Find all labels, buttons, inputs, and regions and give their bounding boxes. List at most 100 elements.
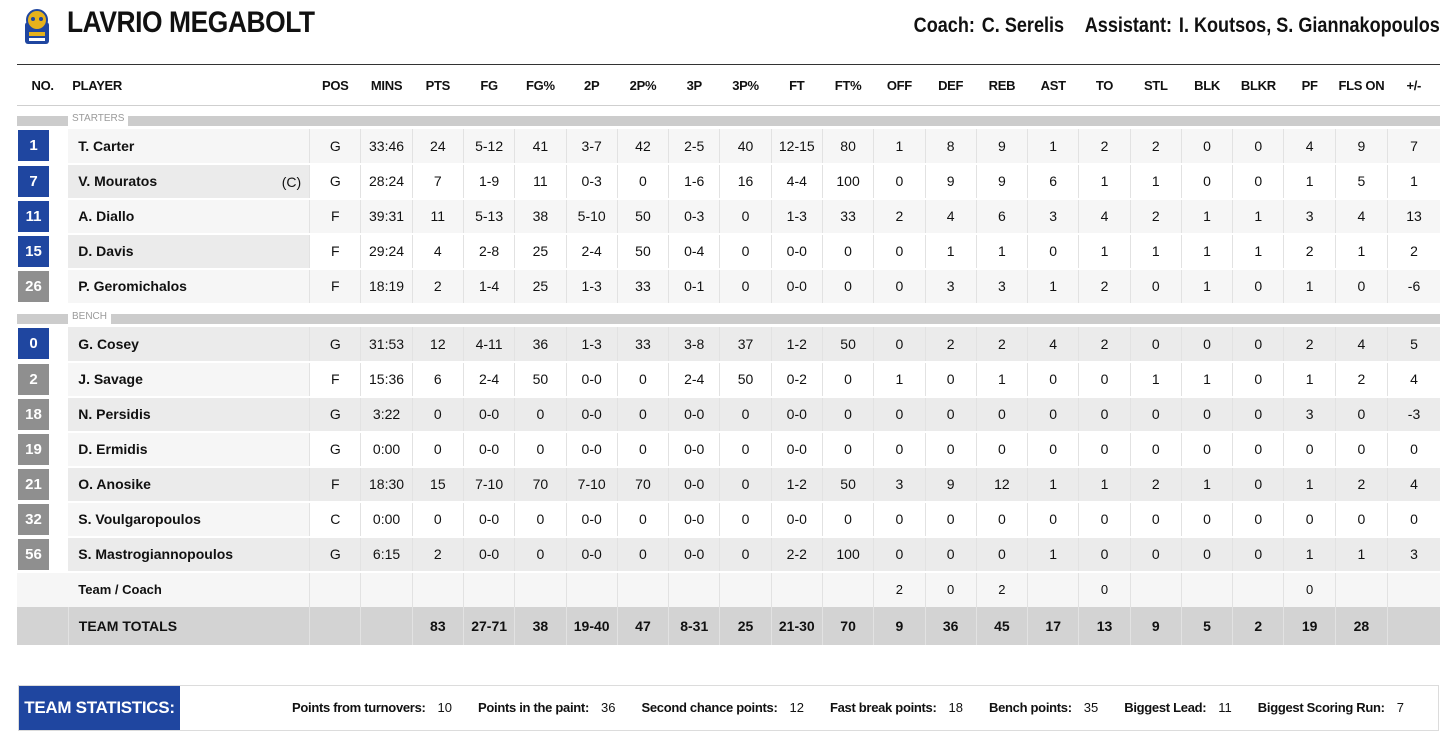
stat-cell: 6 <box>411 361 464 398</box>
stat-cell: 33 <box>821 198 874 235</box>
player-name[interactable]: N. Persidis <box>78 406 151 422</box>
stat-cell: 1 <box>1078 163 1131 200</box>
stat-cell: 0 <box>514 396 567 433</box>
player-name[interactable]: S. Voulgaropoulos <box>78 511 201 527</box>
team-stat-value: 7 <box>1396 700 1404 715</box>
stat-cell: 0-0 <box>462 396 515 433</box>
stat-cell: 2 <box>1078 326 1131 363</box>
player-row[interactable]: 7 V. Mouratos (C) G 28:24 7 1-9 11 0-3 0 1-6 16 4-4 1… <box>17 163 1440 200</box>
stat-cell: 9 <box>1334 128 1388 165</box>
player-name-cell[interactable]: D. Davis <box>68 233 310 270</box>
player-name-cell[interactable]: N. Persidis <box>68 396 310 433</box>
stat-cell: 0 <box>1078 396 1131 433</box>
player-name[interactable]: T. Carter <box>78 137 135 154</box>
jersey-number: 7 <box>17 163 69 200</box>
stat-cell <box>1387 571 1440 607</box>
stat-cell: 38 <box>514 198 567 235</box>
coach-name: C. Serelis <box>981 14 1065 37</box>
stat-cell: 0 <box>924 501 977 538</box>
player-name[interactable]: D. Davis <box>78 243 134 259</box>
player-name-cell[interactable]: O. Anosike <box>68 466 310 503</box>
stat-cell: 0 <box>873 501 925 538</box>
player-name-cell[interactable]: V. Mouratos (C) <box>68 163 310 200</box>
player-name[interactable]: A. Diallo <box>78 208 135 224</box>
player-row[interactable]: 1 T. Carter G 33:46 24 5-12 41 3-7 42 2-5 40 12-15 8… <box>17 128 1440 165</box>
player-name-cell[interactable]: D. Ermidis <box>68 431 310 468</box>
stat-cell: 1 <box>1129 163 1182 200</box>
stat-cell: 2 <box>411 268 464 305</box>
empty-cell <box>17 606 69 645</box>
player-row[interactable]: 32 S. Voulgaropoulos C 0:00 0 0-0 0 0-0 0 0-0 0 0-0… <box>17 501 1440 538</box>
stat-cell: 0 <box>1027 233 1079 270</box>
total-cell: 45 <box>975 606 1028 645</box>
stat-cell: 4 <box>1283 128 1336 165</box>
stat-cell: 0-0 <box>668 431 720 468</box>
jersey-number: 1 <box>17 128 69 165</box>
stat-cell: 80 <box>821 128 874 165</box>
stat-cell <box>821 571 874 607</box>
player-name[interactable]: V. Mouratos <box>78 173 158 189</box>
player-row[interactable]: 18 N. Persidis G 3:22 0 0-0 0 0-0 0 0-0 0 0-0 0 0 0 0 0 0… <box>17 396 1440 433</box>
stat-cell: 0-3 <box>565 163 618 200</box>
stat-cell: 1 <box>1232 198 1284 235</box>
player-name[interactable]: P. Geromichalos <box>78 278 187 294</box>
stat-cell: 0 <box>1129 326 1182 363</box>
stat-cell: 2 <box>1283 326 1336 363</box>
stat-cell: 4 <box>1078 198 1131 235</box>
player-row[interactable]: 21 O. Anosike F 18:30 15 7-10 70 7-10 70 0-0 0 1-2 5… <box>17 466 1440 503</box>
stat-cell: 3:22 <box>360 396 413 433</box>
player-name-cell[interactable]: A. Diallo <box>68 198 310 235</box>
player-row[interactable]: 11 A. Diallo F 39:31 11 5-13 38 5-10 50 0-3 0 1-3 33… <box>17 198 1440 235</box>
player-name-cell[interactable]: T. Carter <box>68 128 310 165</box>
stat-cell: 1 <box>975 361 1028 398</box>
stat-cell: 0 <box>1283 571 1336 607</box>
stat-cell: 1 <box>1334 233 1388 270</box>
stat-cell: 0 <box>1232 501 1284 538</box>
stat-cell: 3 <box>873 466 925 503</box>
stat-cell: 9 <box>975 128 1028 165</box>
player-row[interactable]: 15 D. Davis F 29:24 4 2-8 25 2-4 50 0-4 0 0-0 0 0 1 1 0 1… <box>17 233 1440 270</box>
team-stat-item: Points in the paint: 36 <box>478 686 615 730</box>
column-header: POS <box>309 64 361 106</box>
stat-cell: 39:31 <box>360 198 413 235</box>
column-header: DEF <box>925 64 977 106</box>
total-cell <box>309 606 361 645</box>
team-stat-label: Points in the paint: <box>478 700 589 715</box>
player-name[interactable]: G. Cosey <box>78 335 139 352</box>
column-header: AST <box>1027 64 1079 106</box>
stat-cell: G <box>309 431 361 468</box>
player-name[interactable]: O. Anosike <box>78 476 151 492</box>
stat-cell: 4-11 <box>462 326 515 363</box>
player-row[interactable]: 19 D. Ermidis G 0:00 0 0-0 0 0-0 0 0-0 0 0-0 0 0 0 0 0 0 0… <box>17 431 1440 468</box>
player-row[interactable]: 2 J. Savage F 15:36 6 2-4 50 0-0 0 2-4 50 0-2 0 1 0 1 0 0… <box>17 361 1440 398</box>
player-name[interactable]: D. Ermidis <box>78 441 148 457</box>
player-row[interactable]: 26 P. Geromichalos F 18:19 2 1-4 25 1-3 33 0-1 0 0-… <box>17 268 1440 305</box>
team-stat-item: Points from turnovers: 10 <box>292 686 452 730</box>
stat-cell: 31:53 <box>360 326 413 363</box>
team-stat-value: 35 <box>1083 700 1099 715</box>
player-name[interactable]: S. Mastrogiannopoulos <box>78 546 234 562</box>
stat-cell: 0-0 <box>565 396 618 433</box>
column-header: FG% <box>514 64 567 106</box>
stat-cell: 0-1 <box>668 268 720 305</box>
stat-cell: 0-0 <box>565 361 618 398</box>
team-totals-row: TEAM TOTALS 83 27-71 38 19-40 47 8-31 25 21-30 70… <box>17 606 1440 645</box>
stat-cell: 1 <box>1078 466 1131 503</box>
player-row[interactable]: 56 S. Mastrogiannopoulos G 6:15 2 0-0 0 0-0 0 0-0… <box>17 536 1440 573</box>
player-row[interactable]: 0 G. Cosey G 31:53 12 4-11 36 1-3 33 3-8 37 1-2 50 0 2… <box>17 326 1440 363</box>
stat-cell: 12-15 <box>770 128 823 165</box>
stat-cell: 0 <box>1027 396 1079 433</box>
player-name-cell[interactable]: S. Mastrogiannopoulos <box>68 536 310 573</box>
stat-cell: 0 <box>821 268 874 305</box>
player-name-cell[interactable]: G. Cosey <box>68 326 310 363</box>
team-stat-label: Bench points: <box>989 700 1072 715</box>
team-statistics-bar: TEAM STATISTICS: Points from turnovers: 1… <box>18 685 1439 731</box>
jersey-number: 56 <box>17 536 69 573</box>
team-name: LAVRIO MEGABOLT <box>67 6 315 39</box>
team-stat-item: Biggest Lead: 11 <box>1124 686 1232 730</box>
player-name-cell[interactable]: J. Savage <box>68 361 310 398</box>
player-name-cell[interactable]: P. Geromichalos <box>68 268 310 305</box>
jersey-number: 18 <box>17 396 69 433</box>
player-name[interactable]: J. Savage <box>78 371 143 387</box>
player-name-cell[interactable]: S. Voulgaropoulos <box>68 501 310 538</box>
